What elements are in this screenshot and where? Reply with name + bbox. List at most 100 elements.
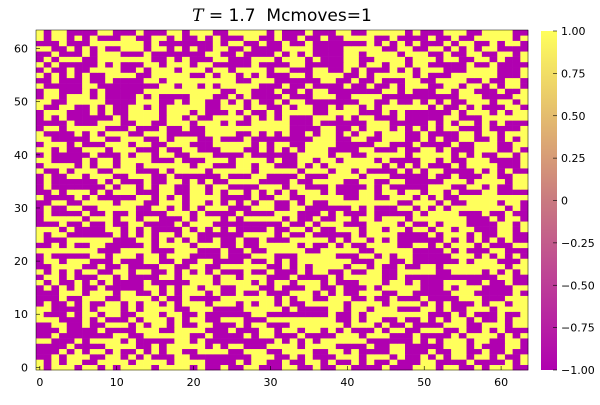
- heatmap-cell: [166, 327, 175, 334]
- heatmap-cell: [405, 210, 413, 217]
- heatmap-cell: [366, 67, 375, 73]
- heatmap-cell: [366, 189, 375, 195]
- heatmap-cell: [43, 178, 52, 185]
- heatmap-cell: [159, 152, 167, 158]
- heatmap-cell: [451, 221, 460, 227]
- heatmap-cell: [420, 141, 429, 148]
- heatmap-cell: [97, 263, 106, 270]
- heatmap-cell: [182, 205, 191, 211]
- heatmap-cell: [266, 168, 275, 174]
- heatmap-cell: [366, 120, 375, 126]
- heatmap-cell: [135, 173, 144, 180]
- heatmap-cell: [112, 327, 121, 334]
- heatmap-cell: [89, 51, 98, 57]
- heatmap-cell: [335, 152, 344, 158]
- heatmap-cell: [59, 258, 68, 265]
- heatmap-cell: [258, 40, 267, 47]
- heatmap-cell: [282, 99, 290, 105]
- heatmap-cell: [105, 332, 114, 339]
- heatmap-cell: [120, 99, 129, 105]
- heatmap-cell: [282, 162, 290, 169]
- heatmap-cell: [458, 274, 467, 280]
- heatmap-cell: [212, 72, 221, 79]
- heatmap-cell: [312, 189, 321, 195]
- heatmap-cell: [320, 35, 329, 41]
- heatmap-cell: [205, 338, 214, 344]
- heatmap-cell: [351, 253, 360, 259]
- heatmap-cell: [220, 242, 229, 249]
- heatmap-cell: [89, 130, 98, 137]
- heatmap-cell: [205, 99, 214, 105]
- heatmap-cell: [312, 115, 321, 121]
- heatmap-cell: [305, 364, 314, 371]
- heatmap-cell: [289, 274, 298, 280]
- heatmap-cell: [274, 61, 283, 68]
- heatmap-cell: [166, 258, 175, 265]
- heatmap-cell: [481, 83, 490, 89]
- heatmap-cell: [397, 205, 406, 211]
- heatmap-cell: [504, 72, 513, 79]
- heatmap-cell: [166, 295, 175, 302]
- heatmap-cell: [82, 338, 91, 344]
- heatmap-cell: [366, 290, 375, 296]
- heatmap-cell: [474, 194, 483, 201]
- heatmap-cell: [428, 338, 437, 344]
- heatmap-cell: [374, 104, 383, 110]
- heatmap-cell: [428, 311, 437, 318]
- heatmap-cell: [458, 30, 467, 36]
- heatmap-cell: [481, 242, 490, 249]
- heatmap-cell: [520, 269, 529, 275]
- heatmap-cell: [66, 231, 75, 238]
- heatmap-cell: [251, 364, 260, 371]
- heatmap-cell: [266, 67, 275, 73]
- heatmap-cell: [112, 242, 121, 249]
- heatmap-cell: [212, 205, 221, 211]
- heatmap-cell: [428, 189, 437, 195]
- heatmap-cell: [451, 247, 460, 254]
- heatmap-cell: [36, 77, 44, 84]
- heatmap-cell: [189, 115, 198, 121]
- heatmap-cell: [205, 125, 214, 132]
- heatmap-cell: [351, 221, 360, 227]
- heatmap-cell: [135, 311, 144, 318]
- heatmap-cell: [228, 311, 237, 318]
- heatmap-cell: [182, 77, 191, 84]
- heatmap-cell: [358, 332, 367, 339]
- heatmap-cell: [443, 109, 452, 116]
- heatmap-cell: [497, 168, 506, 174]
- heatmap-cell: [235, 72, 244, 79]
- heatmap-cell: [89, 231, 98, 238]
- heatmap-cell: [489, 247, 498, 254]
- heatmap-cell: [258, 173, 267, 180]
- heatmap-cell: [120, 61, 129, 68]
- heatmap-cell: [405, 99, 413, 105]
- heatmap-cell: [151, 93, 160, 100]
- heatmap-cell: [389, 178, 398, 185]
- heatmap-cell: [189, 40, 198, 47]
- heatmap-cell: [435, 88, 444, 95]
- heatmap-cell: [389, 162, 398, 169]
- heatmap-cell: [328, 359, 337, 365]
- heatmap-cell: [274, 300, 283, 307]
- heatmap-cell: [120, 274, 129, 280]
- heatmap-cell: [305, 104, 314, 110]
- heatmap-cell: [128, 173, 137, 180]
- heatmap-cell: [82, 221, 91, 227]
- heatmap-cell: [305, 338, 314, 344]
- heatmap-cell: [282, 173, 290, 180]
- heatmap-cell: [305, 311, 314, 318]
- heatmap-cell: [182, 290, 191, 296]
- heatmap-cell: [481, 104, 490, 110]
- heatmap-cell: [497, 332, 506, 339]
- heatmap-cell: [366, 35, 375, 41]
- heatmap-cell: [59, 162, 68, 169]
- heatmap-cell: [381, 359, 390, 365]
- heatmap-cell: [51, 51, 60, 57]
- heatmap-cell: [151, 215, 160, 222]
- heatmap-cell: [351, 332, 360, 339]
- heatmap-cell: [481, 327, 490, 334]
- heatmap-cell: [335, 316, 344, 323]
- heatmap-cell: [205, 364, 214, 371]
